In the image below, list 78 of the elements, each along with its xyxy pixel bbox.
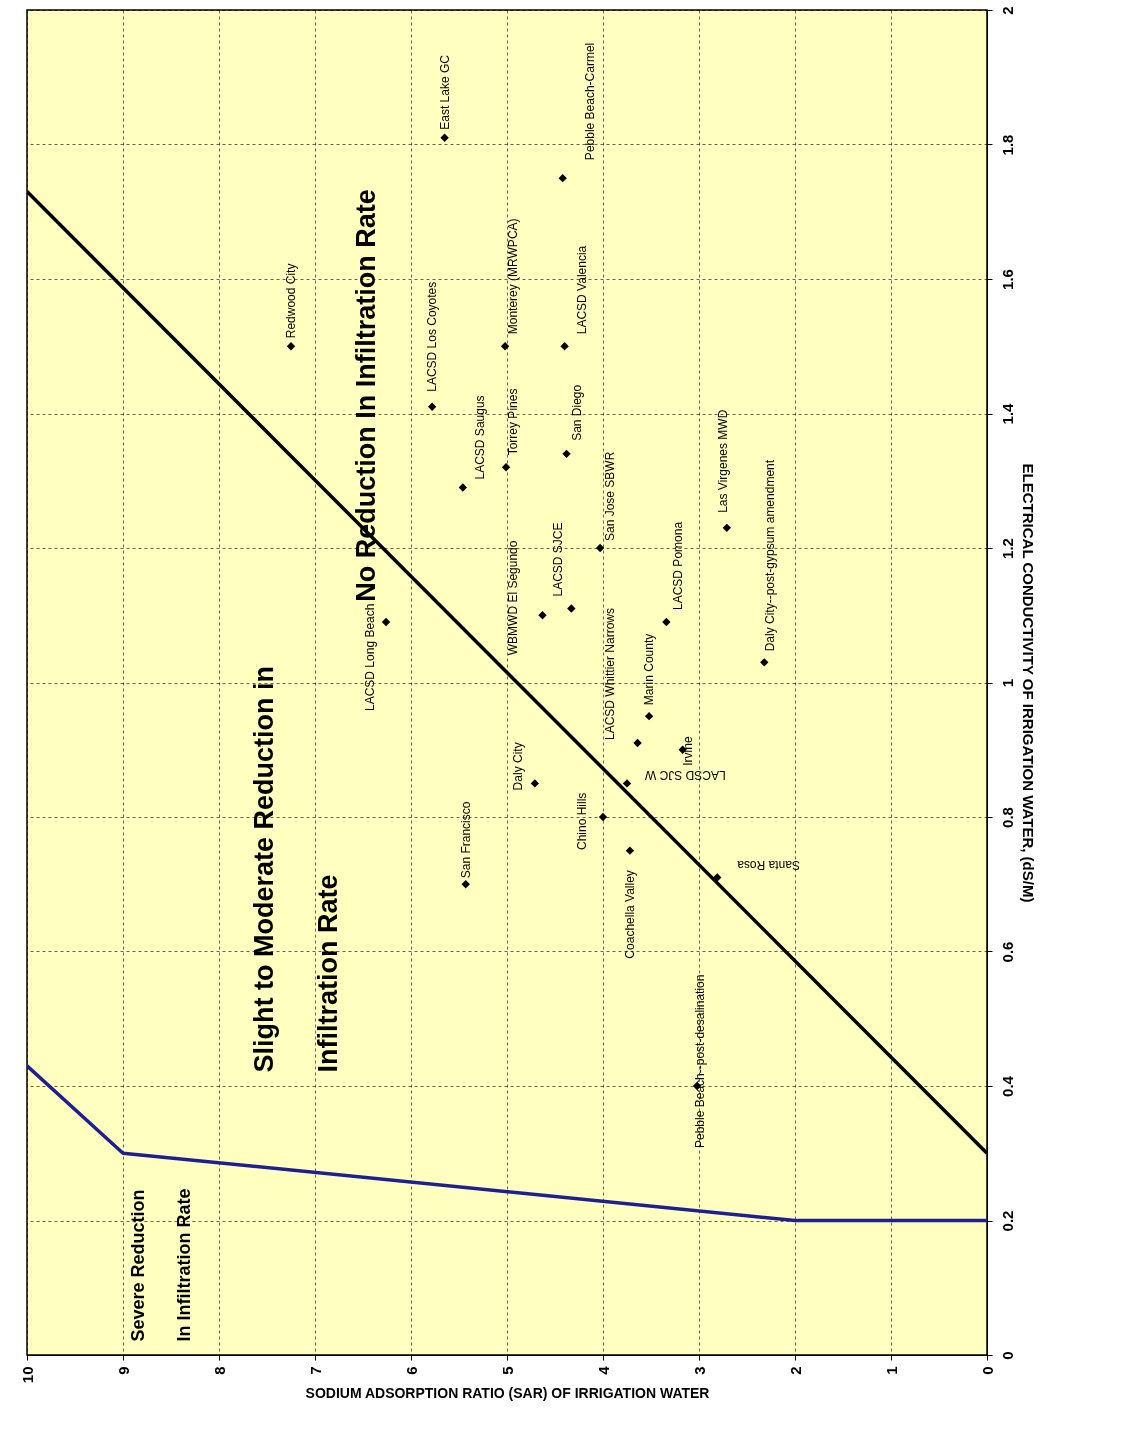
point xyxy=(622,779,632,788)
point xyxy=(560,342,569,351)
x-tick-label: 1 xyxy=(882,1366,900,1375)
y-tick-label: 1.2 xyxy=(998,538,1016,559)
annotation: Marin County xyxy=(642,633,657,706)
annotation: No Reduction In Infiltration Rate xyxy=(350,189,381,602)
y-tick-label: 1.8 xyxy=(998,134,1016,156)
annotation: LACSD Long Beach xyxy=(363,603,378,711)
point xyxy=(625,846,635,855)
annotation: Monterey (MRWPCA) xyxy=(506,218,521,335)
annotation: Severe Reduction xyxy=(128,1189,149,1342)
annotation: Daly City--post-gypsum amendment xyxy=(763,459,778,652)
y-tick-label: 0.8 xyxy=(998,807,1016,828)
annotation: Redwood City xyxy=(284,263,298,339)
y-axis-title: ELECTRICAL CONDUCTIVITY OF IRRIGATION WATER, (dS/M) xyxy=(1019,463,1037,903)
annotation: East Lake GC xyxy=(437,54,452,130)
annotation: Infiltration Rate xyxy=(313,874,344,1073)
annotation: Santa Rosa xyxy=(736,857,800,872)
annotation: Pebble Beach--post-desalination xyxy=(693,974,708,1148)
point xyxy=(501,463,511,472)
point xyxy=(427,402,437,411)
annotation: LACSD Saugus xyxy=(472,395,487,480)
x-tick-label: 9 xyxy=(114,1366,132,1375)
point xyxy=(662,617,671,627)
point xyxy=(722,523,732,533)
point xyxy=(567,604,576,613)
point xyxy=(760,658,769,667)
y-tick-label: 0.4 xyxy=(998,1075,1016,1097)
annotation: WBMWD El Segundo xyxy=(505,540,520,656)
annotation: LACSD SJC W xyxy=(644,768,726,783)
point xyxy=(458,483,468,492)
annotation: San Diego xyxy=(569,384,584,441)
y-tick-label: 2 xyxy=(998,6,1016,15)
y-tick-label: 0.6 xyxy=(998,941,1016,963)
point xyxy=(644,711,654,721)
annotation: LACSD SJCE xyxy=(551,522,566,597)
annotation: Coachella Valley xyxy=(622,870,637,959)
x-tick-label: 3 xyxy=(690,1366,708,1375)
annotation: LACSD Los Coyotes xyxy=(425,281,440,392)
point xyxy=(598,812,608,822)
x-tick-label: 7 xyxy=(306,1366,324,1375)
point xyxy=(286,342,296,351)
point xyxy=(500,342,510,351)
point xyxy=(562,449,571,459)
point xyxy=(633,738,642,748)
y-tick-label: 0 xyxy=(998,1351,1016,1360)
annotation: LACSD Pomona xyxy=(671,521,686,610)
point xyxy=(440,133,449,142)
annotation: San Jose SBWR xyxy=(603,451,618,541)
annotation: Slight to Moderate Reduction in xyxy=(249,666,280,1073)
annotation: Torrey Pines xyxy=(506,388,521,456)
x-tick-label: 4 xyxy=(594,1365,612,1375)
annotation: Pebble Beach-Carmel xyxy=(582,42,597,161)
y-tick-label: 1.6 xyxy=(998,269,1016,290)
x-tick-label: 0 xyxy=(978,1366,996,1375)
x-tick-label: 5 xyxy=(498,1366,516,1375)
y-tick-label: 0.2 xyxy=(998,1210,1016,1232)
annotation: In Infiltration Rate xyxy=(174,1188,195,1342)
point xyxy=(461,880,470,889)
x-axis-title: SODIUM ADSORPTION RATIO (SAR) OF IRRIGATION WATER xyxy=(305,1385,710,1402)
point xyxy=(381,617,391,627)
annotation: LACSD Valencia xyxy=(574,245,589,335)
annotation: San Francisco xyxy=(458,801,473,879)
annotation: Chino Hills xyxy=(575,792,589,850)
y-tick-label: 1.4 xyxy=(998,402,1016,425)
x-tick-label: 6 xyxy=(402,1366,420,1375)
point xyxy=(530,779,540,788)
point xyxy=(558,173,567,183)
annotation: Las Virgenes MWD xyxy=(715,409,730,513)
annotation: LACSD Whittier Narrows xyxy=(602,607,617,741)
annotation: Irvine xyxy=(680,736,695,766)
x-tick-label: 2 xyxy=(786,1366,804,1375)
annotation: Daly City xyxy=(510,742,525,791)
point xyxy=(595,543,605,553)
y-tick-label: 1 xyxy=(998,678,1016,688)
x-tick-label: 8 xyxy=(210,1366,228,1375)
x-tick-label: 10 xyxy=(18,1366,36,1384)
point xyxy=(538,611,547,620)
